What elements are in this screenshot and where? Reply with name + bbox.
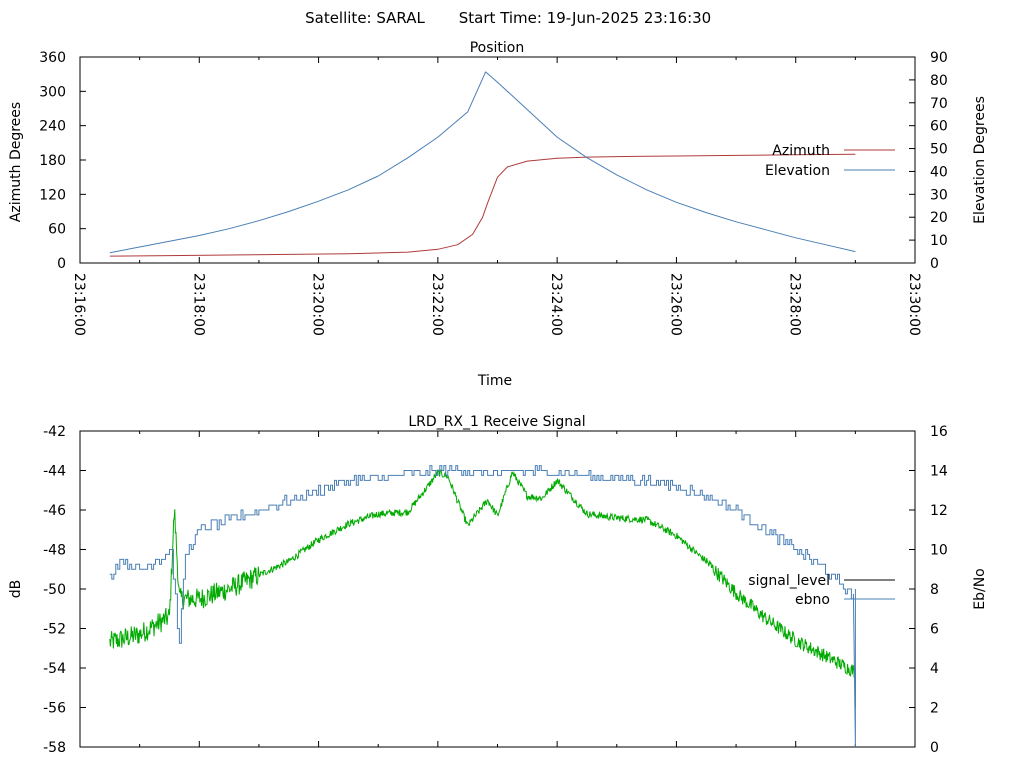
- position-y-tick-label: 120: [39, 187, 66, 203]
- position-y2-tick-label: 70: [930, 96, 948, 112]
- position-y-tick-label: 0: [57, 256, 66, 272]
- position-x-tick-label: 23:16:00: [71, 273, 87, 336]
- signal-y-tick-label: -54: [43, 661, 66, 677]
- legend-label-ebno: ebno: [795, 592, 830, 608]
- signal-y-tick-label: -48: [43, 543, 66, 559]
- signal-chart: -42 -44 -46 -48 -50 -52 -54 -56 -58 0 2 4 6 8 10 12 14 16…: [43, 424, 948, 756]
- signal-y-tick-label: -42: [43, 424, 66, 440]
- position-y2-tick-label: 0: [930, 256, 939, 272]
- signal-plot-frame: [79, 430, 916, 748]
- signal-y2-tick-label: 14: [930, 464, 948, 480]
- position-y2-tick-label: 40: [930, 164, 948, 180]
- start-time-label: Start Time: 19-Jun-2025 23:16:30: [459, 9, 711, 27]
- position-x-tick-label: 23:26:00: [667, 273, 683, 336]
- signal-y-tick-label: -56: [43, 701, 66, 717]
- position-y2-tick-label: 90: [930, 50, 948, 66]
- position-y-tick-label: 60: [48, 222, 66, 238]
- position-plot-frame: [79, 56, 916, 264]
- position-y2-tick-label: 30: [930, 187, 948, 203]
- signal-y2-tick-label: 6: [930, 622, 939, 638]
- series-line-elevation: [109, 71, 856, 254]
- position-x-axis-label: Time: [477, 373, 512, 389]
- position-y2-tick-label: 60: [930, 119, 948, 135]
- signal-y2-axis-label: Eb/No: [972, 568, 988, 610]
- position-x-tick-label: 23:30:00: [906, 273, 922, 336]
- series-line-signal-level: [109, 468, 856, 708]
- position-y-axis-label: Azimuth Degrees: [8, 102, 24, 222]
- position-y-tick-label: 300: [39, 84, 66, 100]
- position-y2-tick-label: 80: [930, 73, 948, 89]
- position-y-tick-label: 180: [39, 153, 66, 169]
- position-y2-tick-label: 10: [930, 233, 948, 249]
- legend-label-elevation: Elevation: [765, 163, 830, 179]
- signal-y-tick-label: -58: [43, 740, 66, 756]
- signal-y-tick-label: -52: [43, 622, 66, 638]
- position-x-tick-label: 23:18:00: [190, 273, 206, 336]
- signal-y2-tick-label: 12: [930, 503, 948, 519]
- signal-y2-tick-label: 2: [930, 701, 939, 717]
- signal-y2-tick-label: 10: [930, 543, 948, 559]
- signal-y2-tick-label: 16: [930, 424, 948, 440]
- signal-y-tick-label: -44: [43, 464, 66, 480]
- signal-y2-tick-label: 8: [930, 582, 939, 598]
- series-line-ebno: [109, 465, 856, 748]
- signal-chart-title: LRD_RX_1 Receive Signal: [408, 414, 585, 430]
- legend-label-azimuth: Azimuth: [772, 143, 830, 159]
- signal-y-tick-label: -46: [43, 503, 66, 519]
- position-x-tick-label: 23:28:00: [787, 273, 803, 336]
- signal-y-tick-label: -50: [43, 582, 66, 598]
- position-y2-axis-label: Elevation Degrees: [972, 96, 988, 224]
- series-line-azimuth: [109, 153, 856, 257]
- position-chart-title: Position: [470, 40, 525, 56]
- position-x-tick-label: 23:20:00: [310, 273, 326, 336]
- position-y-tick-label: 240: [39, 119, 66, 135]
- signal-y2-tick-label: 0: [930, 740, 939, 756]
- position-x-tick-label: 23:24:00: [548, 273, 564, 336]
- signal-y2-tick-label: 4: [930, 661, 939, 677]
- position-y-tick-label: 360: [39, 50, 66, 66]
- position-y2-tick-label: 50: [930, 142, 948, 158]
- position-y2-tick-label: 20: [930, 210, 948, 226]
- position-chart: 0 60 120 180 240 300 360 0 10 20 30 40 50 60 70 80 90 23:…: [39, 50, 948, 336]
- signal-y-axis-label: dB: [8, 580, 24, 599]
- satellite-label: Satellite: SARAL: [305, 9, 425, 27]
- position-x-tick-label: 23:22:00: [429, 273, 445, 336]
- legend-label-signal-level: signal_level: [748, 573, 830, 589]
